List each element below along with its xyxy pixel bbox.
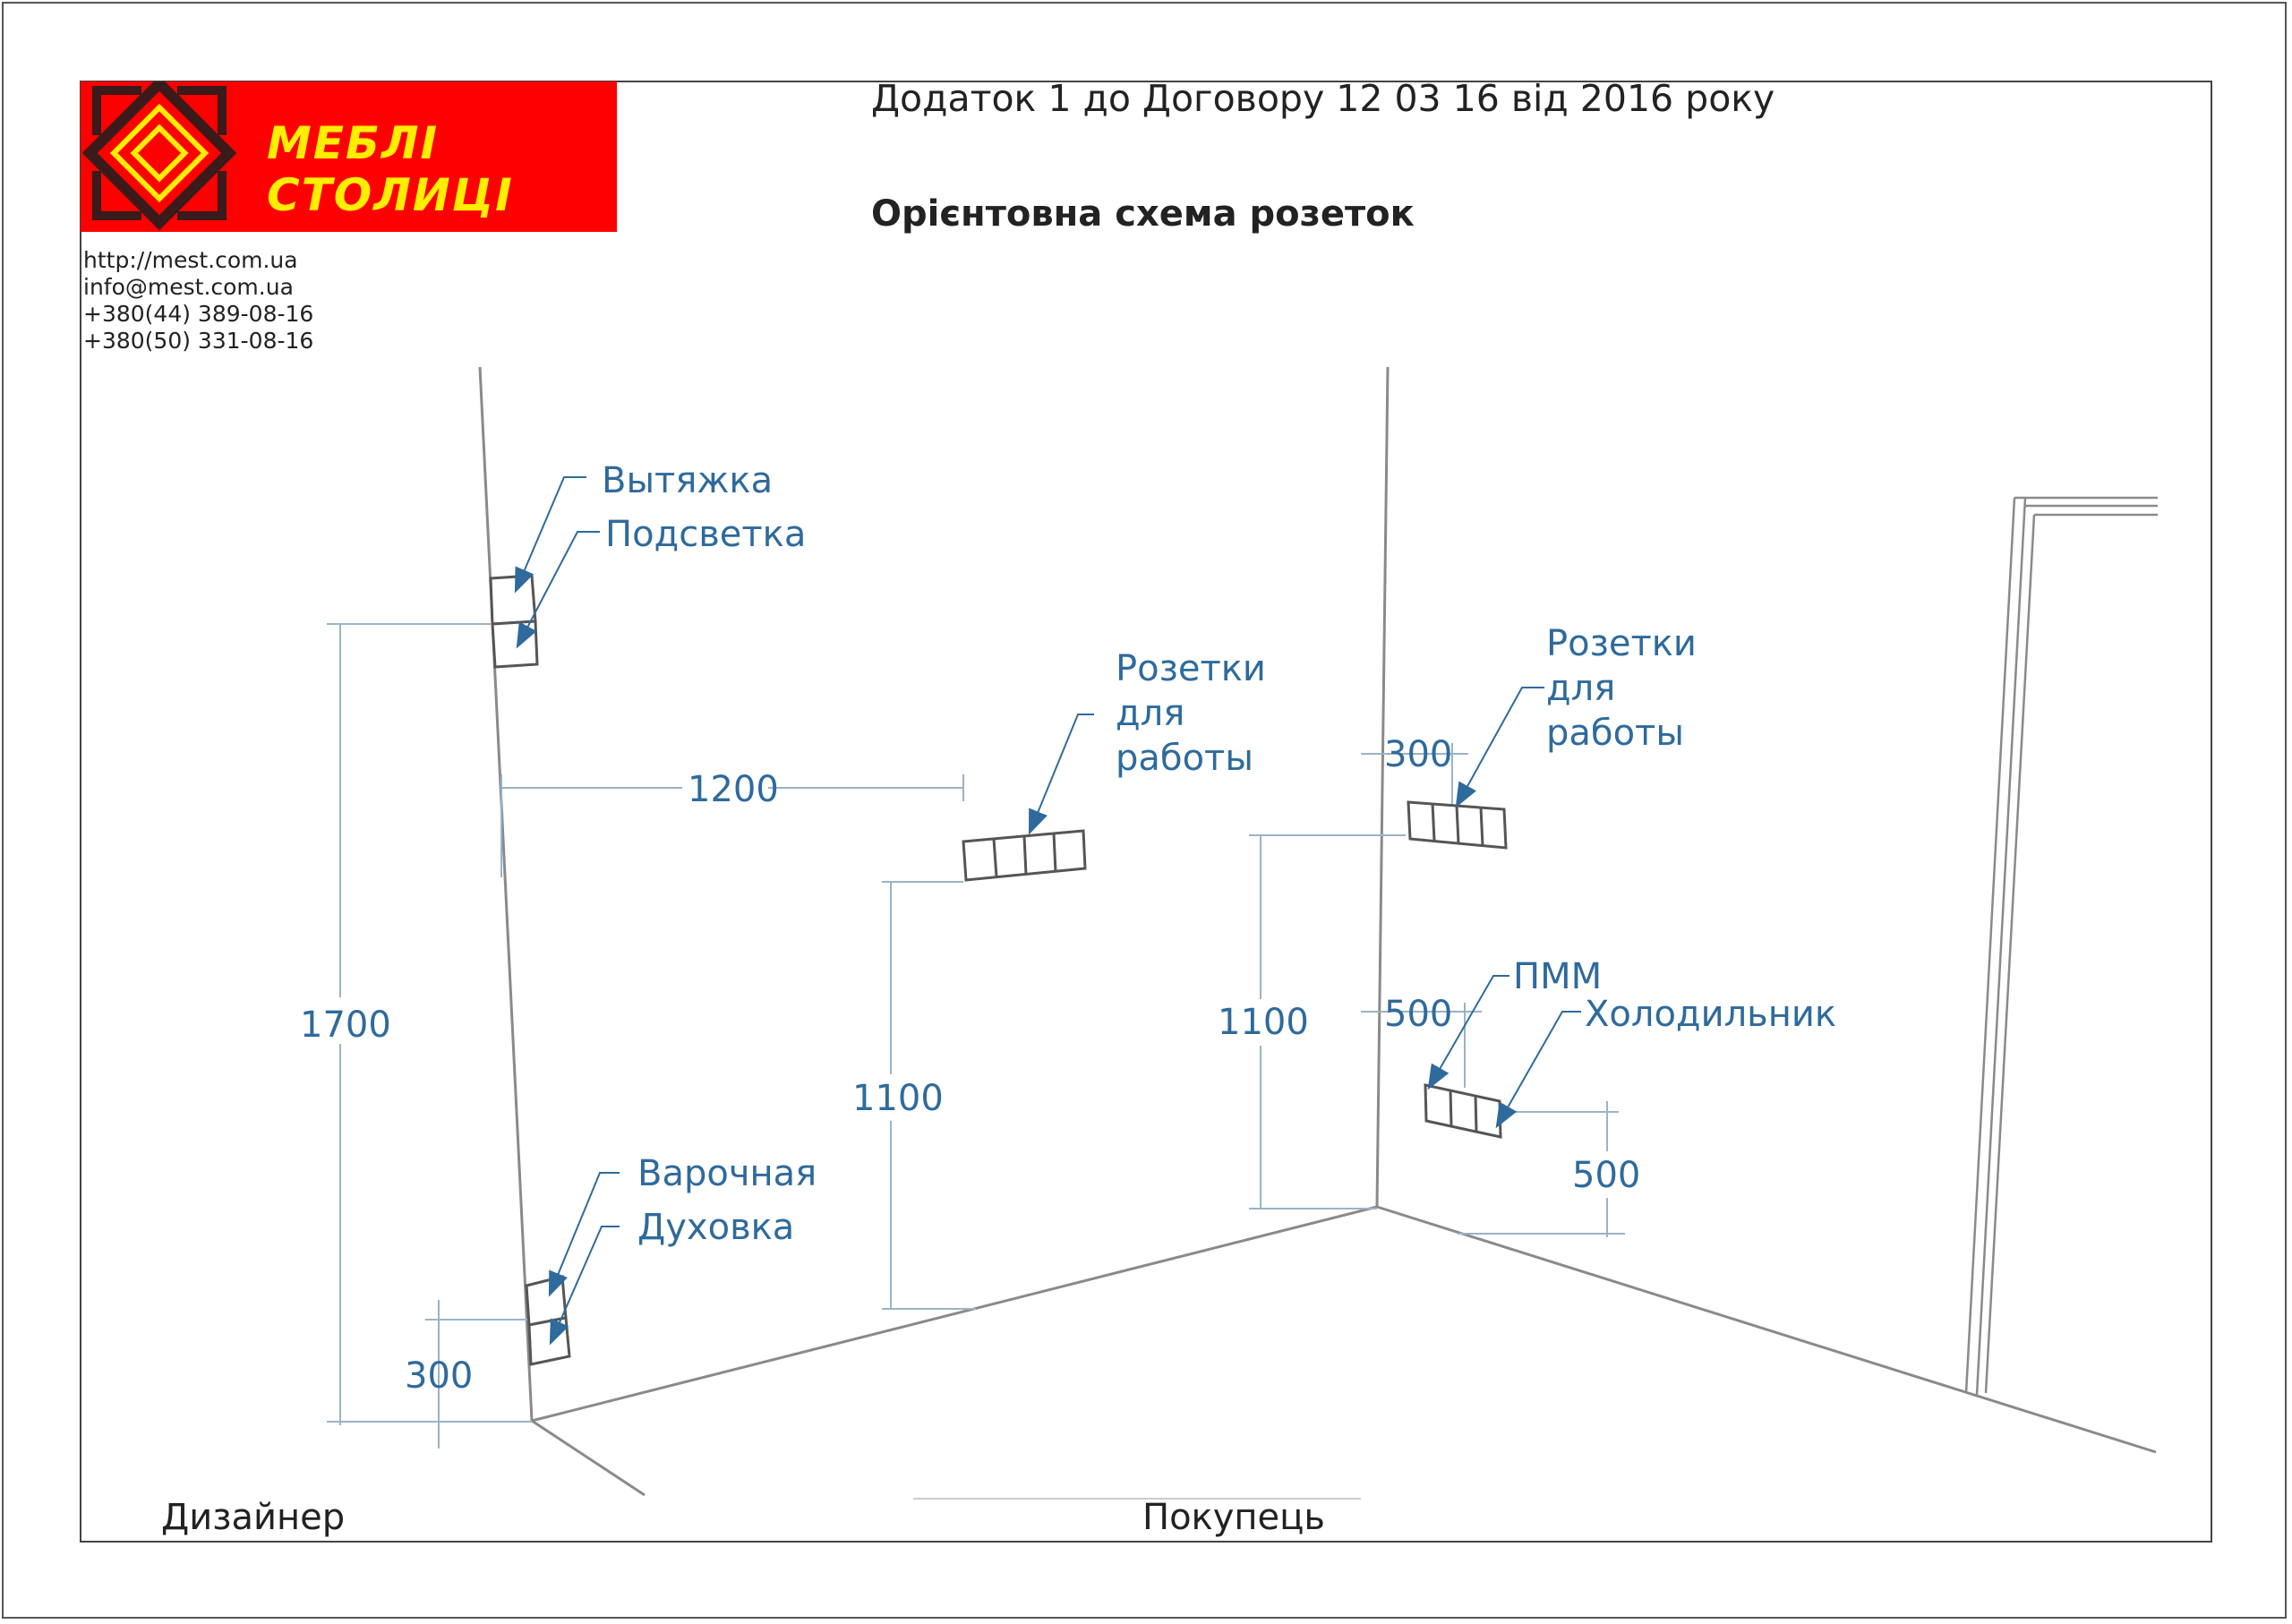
phone-text-1: +380(44) 389-08-16: [83, 301, 314, 327]
drawing-frame: [80, 81, 2212, 1543]
dim-appliances-height: 500: [1572, 1155, 1640, 1196]
label-dishwasher: ПММ: [1513, 956, 1602, 997]
document-title: Додаток 1 до Договору 12 03 16 від 2016 …: [871, 77, 1775, 120]
dim-work-offset: 1200: [688, 769, 779, 810]
left-corner-edge: [478, 366, 534, 1422]
label-oven: Духовка: [637, 1207, 794, 1248]
website-text: http://mest.com.ua: [83, 247, 298, 273]
label-sockets-right-2: для: [1546, 668, 1615, 709]
dim-work-right-offset: 300: [1384, 734, 1452, 775]
socket-work-left: [962, 829, 1087, 882]
label-sockets-left-3: работы: [1116, 738, 1253, 779]
label-sockets-left-1: Розетки: [1116, 648, 1266, 689]
email-text: info@mest.com.ua: [83, 274, 294, 300]
dim-hood-height: 1700: [300, 1004, 391, 1046]
annotation-labels: Вытяжка Подсветка Розетки для работы Роз…: [602, 460, 1836, 1248]
contacts-block: http://mest.com.ua info@mest.com.ua +380…: [83, 247, 313, 355]
label-sockets-right-1: Розетки: [1546, 623, 1697, 664]
label-sockets-left-2: для: [1116, 693, 1184, 734]
phone-text-2: +380(50) 331-08-16: [83, 328, 314, 354]
label-lighting: Подсветка: [605, 514, 806, 555]
designer-label: Дизайнер: [161, 1497, 346, 1538]
dim-appliances-offset: 500: [1384, 994, 1452, 1035]
label-fridge: Холодильник: [1585, 994, 1836, 1035]
label-hob: Варочная: [637, 1153, 817, 1194]
room-walls: [478, 366, 2157, 1497]
back-floor-edge: [531, 1205, 1378, 1423]
socket-hob-oven: [525, 1275, 571, 1366]
brand-logo: МЕБЛІ СТОЛИЦІ: [81, 81, 617, 232]
socket-dishwasher-fridge: [1424, 1083, 1502, 1139]
socket-work-right: [1407, 800, 1508, 850]
door-frame: [1964, 496, 2158, 1396]
label-hood: Вытяжка: [602, 460, 773, 501]
brand-name: МЕБЛІ СТОЛИЦІ: [267, 117, 514, 221]
left-floor-edge: [531, 1419, 646, 1497]
dimension-values: 1700 1200 1100 1100 300 500 500 300: [300, 734, 1644, 1397]
buyer-label: Покупець: [1142, 1497, 1325, 1538]
label-sockets-right-3: работы: [1546, 713, 1684, 754]
dim-work-height-left: 1100: [852, 1078, 944, 1119]
right-floor-edge: [1376, 1205, 2157, 1454]
dim-work-height-right: 1100: [1218, 1002, 1309, 1043]
diamond-ornament-icon: [81, 81, 237, 231]
leader-lines: [514, 476, 1581, 1346]
diagram-subtitle: Орієнтовна схема розеток: [871, 193, 1415, 235]
right-corner-edge: [1375, 366, 1390, 1208]
dim-hob-offset: 300: [405, 1355, 473, 1397]
